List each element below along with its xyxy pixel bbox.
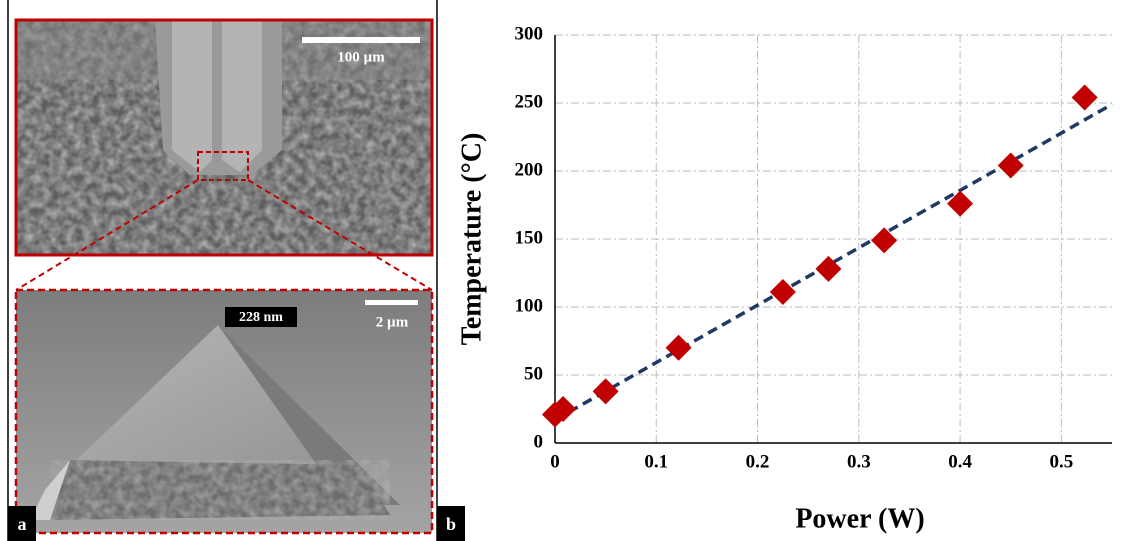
x-tick-label: 0 — [550, 451, 560, 472]
panel-label-box — [8, 506, 36, 541]
y-tick-label: 250 — [515, 91, 544, 112]
x-axis-title: Power (W) — [795, 503, 924, 534]
data-point — [1071, 84, 1098, 111]
data-point — [871, 227, 898, 254]
sem-image-top — [14, 18, 434, 257]
scale-bar-label: 100 µm — [337, 49, 385, 65]
tip-width-label: 228 nm — [239, 310, 283, 325]
sem-image-bottom — [14, 288, 434, 535]
y-tick-label: 150 — [515, 227, 544, 248]
x-tick-label: 0.5 — [1049, 451, 1073, 472]
x-tick-label: 0.1 — [644, 451, 668, 472]
y-tick-label: 300 — [515, 23, 544, 44]
x-tick-label: 0.3 — [847, 451, 871, 472]
panel-label: b — [446, 514, 456, 534]
data-point — [997, 152, 1024, 179]
y-tick-label: 0 — [534, 431, 544, 452]
y-tick-label: 200 — [515, 159, 544, 180]
data-point — [592, 378, 619, 405]
data-point — [947, 190, 974, 217]
zoom-line — [15, 179, 199, 291]
zoom-line — [247, 179, 433, 291]
panel-label-box — [437, 506, 465, 541]
y-tick-label: 100 — [515, 295, 544, 316]
x-tick-label: 0.2 — [746, 451, 770, 472]
data-point — [550, 396, 577, 422]
y-axis-title: Temperature (°C) — [456, 133, 487, 346]
data-point — [665, 334, 692, 361]
data-point — [815, 255, 842, 282]
y-tick-label: 50 — [524, 363, 543, 384]
panel-label: a — [18, 514, 27, 534]
x-tick-label: 0.4 — [948, 451, 972, 472]
scale-bar-label: 2 µm — [376, 314, 409, 330]
data-point — [769, 279, 796, 306]
